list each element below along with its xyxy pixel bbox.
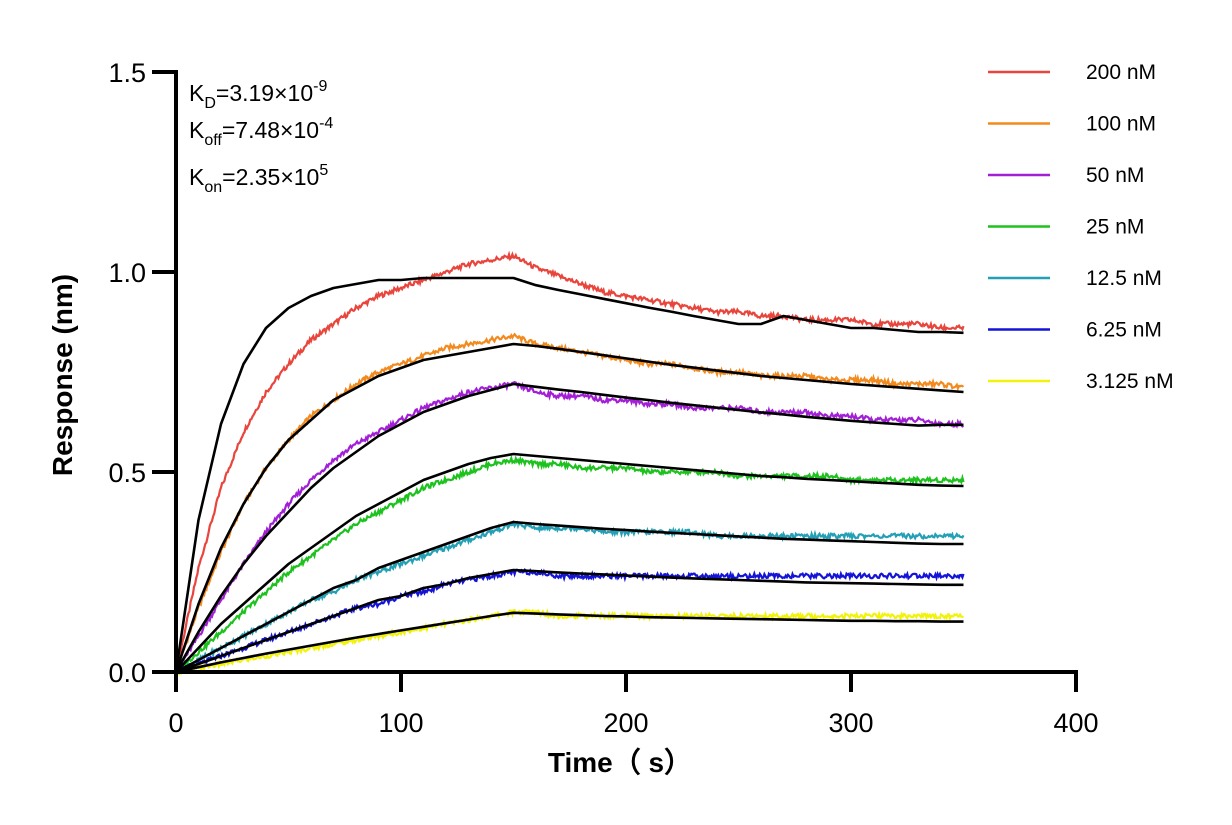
fit-line — [174, 342, 964, 673]
fit-line — [175, 452, 964, 673]
series-line — [175, 380, 964, 674]
x-tick-label: 400 — [1053, 708, 1098, 738]
x-tick-label: 100 — [378, 708, 423, 738]
koff-annotation: Koff=7.48×10-4 — [189, 115, 333, 149]
x-axis-title: Time（ s） — [548, 746, 692, 778]
series-line — [175, 454, 965, 673]
y-tick-label: 1.0 — [108, 258, 146, 288]
x-tick-label: 0 — [168, 708, 183, 738]
legend: 200 nM 100 nM 50 nM 25 nM 12.5 nM 6.25 nM 3.12… — [988, 61, 1174, 393]
y-tick-label: 0.0 — [108, 658, 146, 688]
series-line — [174, 250, 965, 673]
y-axis-title: Response (nm) — [47, 274, 78, 476]
fit-line — [175, 520, 964, 674]
y-tick-label: 1.5 — [108, 58, 146, 88]
legend-label: 6.25 nM — [1086, 319, 1162, 342]
y-tick-label: 0.5 — [108, 458, 146, 488]
x-tick-label: 300 — [828, 708, 873, 738]
fit-line — [175, 611, 964, 674]
kd-annotation: KD=3.19×10-9 — [189, 78, 327, 112]
plot-area — [174, 250, 965, 675]
legend-label: 25 nM — [1086, 216, 1144, 239]
axes: 0 100 200 300 400 0.0 0.5 1.0 1.5 — [108, 58, 1098, 738]
legend-label: 200 nM — [1086, 61, 1156, 84]
kinetics-annotations: KD=3.19×10-9 Koff=7.48×10-4 Kon=2.35×105 — [189, 78, 333, 196]
legend-label: 50 nM — [1086, 164, 1144, 187]
legend-label: 12.5 nM — [1086, 267, 1162, 290]
legend-label: 3.125 nM — [1086, 370, 1174, 393]
legend-label: 100 nM — [1086, 113, 1156, 136]
fit-line — [175, 568, 964, 674]
series-line — [175, 608, 964, 675]
fit-line — [174, 276, 964, 673]
fit-line — [174, 382, 964, 673]
x-tick-label: 200 — [603, 708, 648, 738]
kon-annotation: Kon=2.35×105 — [189, 162, 328, 196]
